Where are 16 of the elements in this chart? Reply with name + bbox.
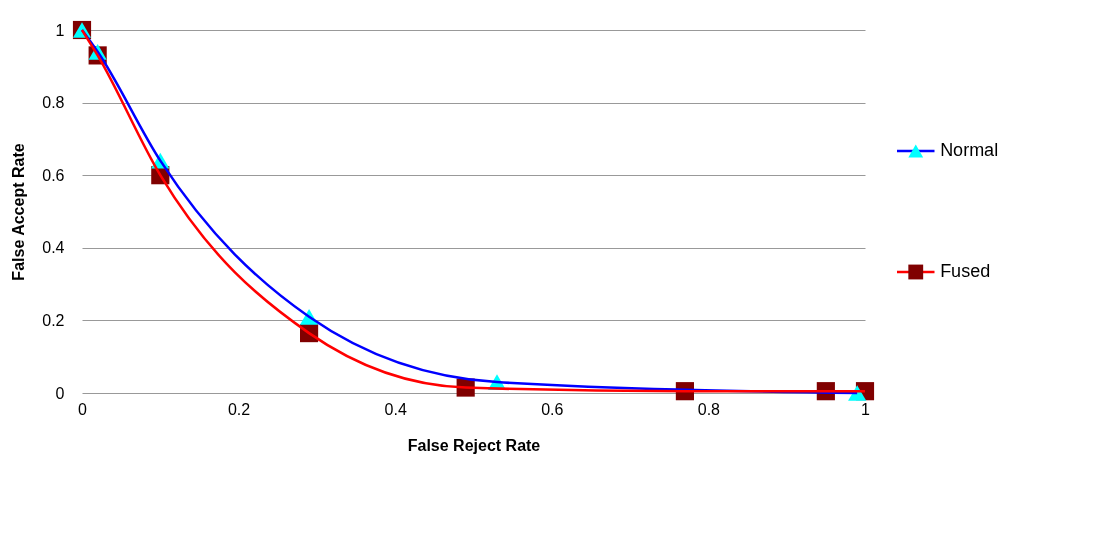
y-axis-title: False Accept Rate bbox=[10, 143, 28, 281]
y-tick-label: 0 bbox=[55, 384, 65, 402]
x-tick-label: 1 bbox=[861, 400, 871, 418]
x-tick-label: 0 bbox=[78, 400, 88, 418]
x-tick-label: 0.8 bbox=[697, 400, 721, 418]
x-axis-title: False Reject Rate bbox=[407, 436, 541, 454]
y-tick-label: 0.2 bbox=[42, 311, 65, 329]
x-tick-label: 0.4 bbox=[384, 400, 407, 418]
x-tick-label: 0.6 bbox=[541, 400, 564, 418]
y-tick-label: 0.4 bbox=[42, 239, 65, 257]
y-tick-label: 1 bbox=[55, 21, 65, 39]
legend-label: Fused bbox=[940, 261, 991, 281]
legend-label: Normal bbox=[940, 140, 999, 160]
y-tick-label: 0.8 bbox=[42, 94, 65, 112]
y-tick-label: 0.6 bbox=[42, 166, 65, 184]
x-tick-label: 0.2 bbox=[227, 400, 251, 418]
